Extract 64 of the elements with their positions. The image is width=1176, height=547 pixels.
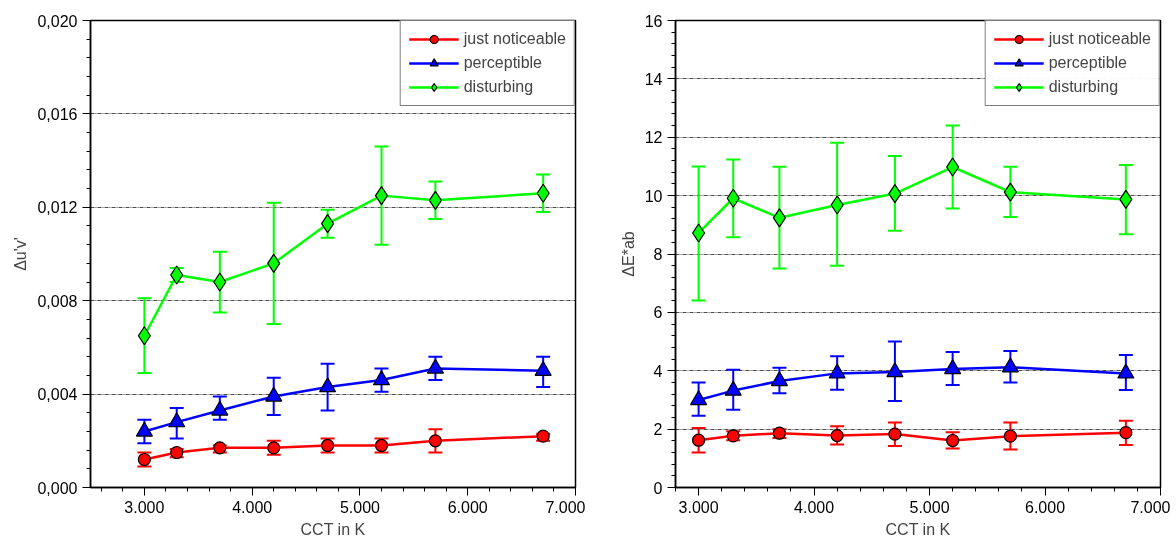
point — [428, 190, 442, 210]
y-axis-title: Δu'v' — [12, 237, 30, 271]
y-tick-label: 14 — [644, 70, 663, 88]
y-tick-label: 2 — [653, 421, 663, 439]
x-tick-label: 5.000 — [909, 498, 950, 516]
x-tick-label: 6.000 — [447, 498, 488, 516]
y-tick-label: 8 — [653, 246, 663, 263]
y-tick-label: 6 — [653, 304, 663, 322]
point — [267, 253, 281, 273]
legend-label: perceptible — [463, 54, 542, 72]
point — [168, 412, 186, 428]
x-tick-label: 3.000 — [124, 498, 165, 516]
point — [321, 214, 335, 234]
legend-label: disturbing — [463, 78, 534, 96]
y-tick-label: 4 — [653, 362, 663, 380]
x-tick-label: 5.000 — [339, 498, 381, 516]
x-tick-label: 7.000 — [1130, 498, 1171, 516]
point — [830, 195, 844, 215]
x-axis-title: CCT in K — [300, 520, 366, 538]
point — [1119, 426, 1133, 440]
y-tick-label: 0,020 — [37, 12, 78, 30]
point — [886, 362, 904, 378]
x-axis-title: CCT in K — [885, 520, 951, 538]
point — [828, 363, 846, 379]
legend-label: just noticeable — [1048, 30, 1151, 48]
point — [137, 326, 151, 346]
legend-label: just noticeable — [463, 30, 566, 48]
point — [692, 223, 706, 243]
point — [692, 433, 706, 447]
point — [319, 377, 337, 393]
y-tick-label: 0,004 — [37, 386, 78, 404]
y-tick-label: 0 — [653, 479, 663, 497]
y-tick-label: 12 — [644, 129, 663, 147]
point — [772, 208, 787, 228]
y-tick-label: 0,012 — [37, 199, 78, 217]
point — [946, 157, 960, 177]
point — [1003, 429, 1017, 443]
point — [690, 390, 708, 406]
point — [1117, 363, 1135, 379]
legend-label: disturbing — [1048, 78, 1119, 96]
x-tick-label: 4.000 — [794, 498, 835, 516]
point — [724, 380, 742, 396]
point — [770, 371, 789, 387]
point — [374, 186, 389, 206]
y-tick-label: 10 — [644, 187, 663, 205]
point — [1001, 357, 1019, 373]
y-axis-title: ΔE*ab — [619, 231, 637, 277]
y-tick-label: 16 — [644, 12, 663, 30]
x-tick-label: 6.000 — [1025, 498, 1066, 516]
point — [372, 370, 391, 386]
point — [888, 427, 902, 441]
x-tick-label: 3.000 — [678, 498, 719, 516]
point — [213, 272, 227, 292]
y-tick-label: 0,016 — [37, 105, 78, 123]
legend-label: perceptible — [1048, 54, 1127, 72]
point — [726, 188, 740, 208]
x-tick-label: 4.000 — [232, 498, 273, 516]
point — [1003, 182, 1017, 202]
y-tick-label: 0,008 — [37, 292, 78, 310]
point — [536, 183, 550, 203]
point — [944, 359, 962, 375]
y-tick-label: 0,000 — [37, 479, 78, 497]
point — [428, 434, 442, 448]
x-tick-label: 7.000 — [545, 498, 586, 516]
